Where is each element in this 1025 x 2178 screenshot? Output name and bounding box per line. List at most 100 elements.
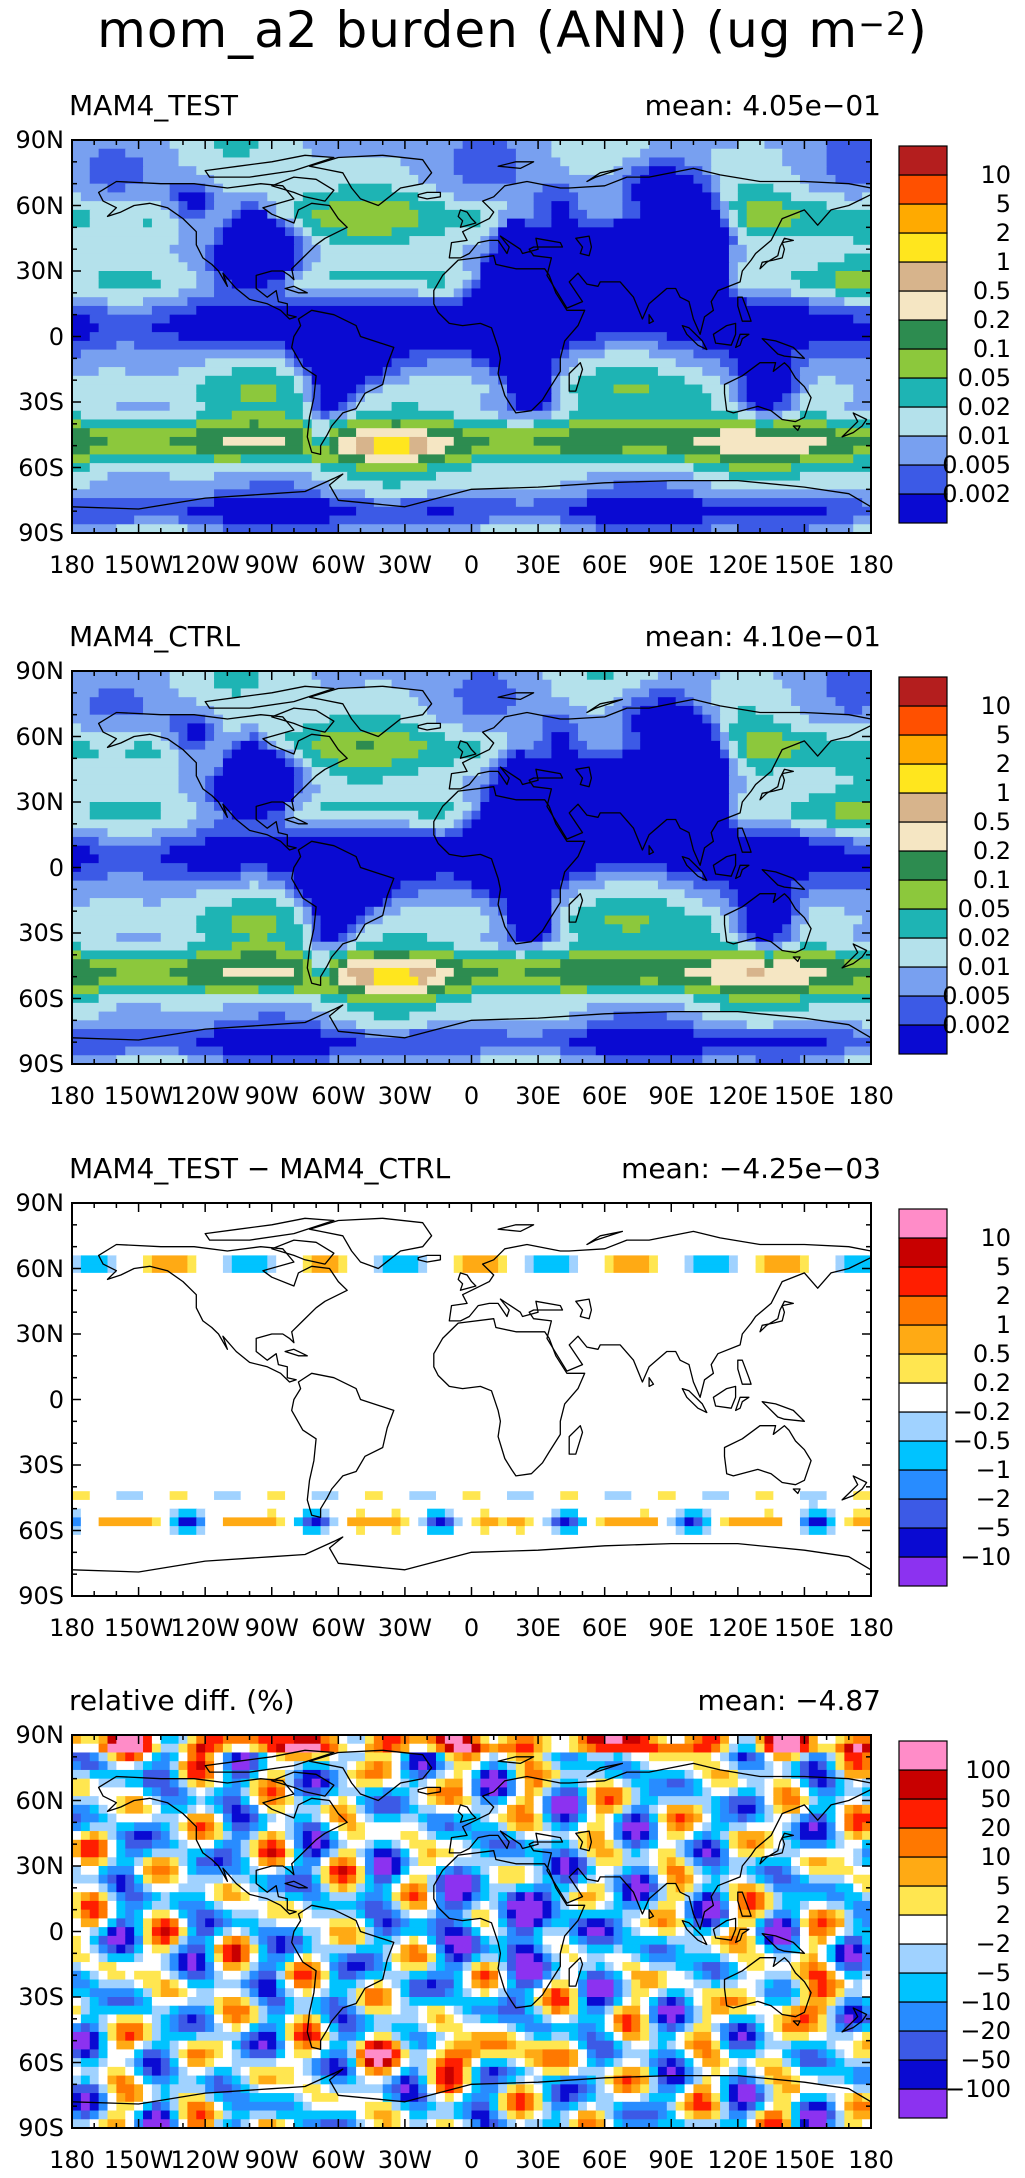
colorbar-swatch <box>899 1441 947 1470</box>
panel-mean-3: mean: −4.87 <box>697 1685 881 1717</box>
colorbar-swatch <box>899 1915 947 1944</box>
colorbar-level-label: −5 <box>976 1959 1011 1987</box>
colorbar-level-label: 5 <box>996 721 1011 749</box>
lat-tick-label: 60S <box>18 2049 64 2077</box>
colorbar-level-label: 0.01 <box>958 953 1011 981</box>
map-panel-2 <box>0 1193 1025 1646</box>
colorbar-level-label: 0.005 <box>942 451 1011 479</box>
lat-tick-label: 60S <box>18 454 64 482</box>
colorbar-swatch <box>899 1528 947 1557</box>
lat-tick-label: 30N <box>16 257 65 285</box>
colorbar-swatch <box>899 1354 947 1383</box>
figure-title-close: ) <box>907 1 928 59</box>
colorbar-level-label: −2 <box>976 1485 1011 1513</box>
colorbar-level-label: 0.002 <box>942 1011 1011 1039</box>
map-panel-3 <box>0 1725 1025 2178</box>
colorbar-swatch <box>899 407 947 436</box>
map-panel-0 <box>0 130 1025 583</box>
map-panel-1 <box>0 661 1025 1114</box>
colorbar-swatch <box>899 233 947 262</box>
colorbar-level-label: 2 <box>996 750 1011 778</box>
lon-tick-label: 180 <box>831 2146 911 2174</box>
colorbar-level-label: −100 <box>945 2075 1011 2103</box>
colorbar-swatch <box>899 436 947 465</box>
lat-tick-label: 30S <box>18 1451 64 1479</box>
figure-title: mom_a2 burden (ANN) (ug m−2) <box>0 2 1025 58</box>
panel-title-0: MAM4_TEST <box>69 90 238 122</box>
colorbar-swatch <box>899 465 947 494</box>
lon-tick-label: 180 <box>831 551 911 579</box>
colorbar-swatch <box>899 735 947 764</box>
colorbar-swatch <box>899 1886 947 1915</box>
colorbar-level-label: 5 <box>996 190 1011 218</box>
lat-tick-label: 60N <box>16 192 65 220</box>
lat-tick-label: 90N <box>16 657 65 685</box>
lat-tick-label: 0 <box>49 854 64 882</box>
colorbar-swatch <box>899 1973 947 2002</box>
colorbar-level-label: 1 <box>996 779 1011 807</box>
colorbar-level-label: −10 <box>960 1988 1011 2016</box>
contour-fill-0 <box>72 140 872 534</box>
colorbar-swatch <box>899 1741 947 1770</box>
colorbar-swatch <box>899 378 947 407</box>
colorbar-swatch <box>899 204 947 233</box>
colorbar-swatch <box>899 1770 947 1799</box>
colorbar-swatch <box>899 706 947 735</box>
colorbar-swatch <box>899 1944 947 1973</box>
colorbar-swatch <box>899 1325 947 1354</box>
colorbar-swatch <box>899 1267 947 1296</box>
colorbar-level-label: 0.5 <box>973 808 1011 836</box>
colorbar-swatch <box>899 1557 947 1586</box>
lon-tick-label: 180 <box>831 1082 911 1110</box>
lat-tick-label: 30S <box>18 919 64 947</box>
colorbar-swatch <box>899 1025 947 1054</box>
lat-tick-label: 90S <box>18 1582 64 1610</box>
colorbar-swatch <box>899 909 947 938</box>
colorbar-swatch <box>899 1799 947 1828</box>
colorbar-swatch <box>899 2002 947 2031</box>
colorbar-swatch <box>899 1209 947 1238</box>
lat-tick-label: 90N <box>16 1721 65 1749</box>
colorbar-swatch <box>899 262 947 291</box>
colorbar-level-label: 1 <box>996 248 1011 276</box>
lat-tick-label: 60N <box>16 1787 65 1815</box>
colorbar-0 <box>897 144 949 525</box>
colorbar-level-label: 0.005 <box>942 982 1011 1010</box>
colorbar-level-label: 2 <box>996 219 1011 247</box>
lat-tick-label: 90S <box>18 519 64 547</box>
colorbar-swatch <box>899 146 947 175</box>
colorbar-level-label: 5 <box>996 1253 1011 1281</box>
colorbar-2 <box>897 1207 949 1588</box>
lon-tick-label: 180 <box>831 1614 911 1642</box>
colorbar-level-label: 5 <box>996 1872 1011 1900</box>
contour-fill-2 <box>72 1203 872 1597</box>
colorbar-level-label: 1 <box>996 1311 1011 1339</box>
lat-tick-label: 60S <box>18 1517 64 1545</box>
colorbar-swatch <box>899 2060 947 2089</box>
colorbar-level-label: −0.2 <box>953 1398 1011 1426</box>
colorbar-level-label: 0.01 <box>958 422 1011 450</box>
colorbar-swatch <box>899 1238 947 1267</box>
contour-fill-1 <box>72 671 872 1065</box>
panel-mean-1: mean: 4.10e−01 <box>645 621 881 653</box>
panel-title-1: MAM4_CTRL <box>69 621 240 653</box>
colorbar-swatch <box>899 1383 947 1412</box>
lat-tick-label: 30S <box>18 1983 64 2011</box>
colorbar-level-label: −20 <box>960 2017 1011 2045</box>
figure-title-exponent: −2 <box>858 5 907 43</box>
figure-title-text: mom_a2 burden (ANN) (ug m <box>97 1 858 59</box>
colorbar-level-label: −0.5 <box>953 1427 1011 1455</box>
colorbar-swatch <box>899 175 947 204</box>
colorbar-level-label: 10 <box>980 692 1011 720</box>
lat-tick-label: 90S <box>18 2114 64 2142</box>
lat-tick-label: 30N <box>16 1852 65 1880</box>
colorbar-swatch <box>899 1857 947 1886</box>
lat-tick-label: 90N <box>16 1189 65 1217</box>
lat-tick-label: 0 <box>49 1386 64 1414</box>
lat-tick-label: 0 <box>49 1918 64 1946</box>
colorbar-level-label: 0.1 <box>973 335 1011 363</box>
colorbar-level-label: 0.05 <box>958 895 1011 923</box>
colorbar-level-label: 0.05 <box>958 364 1011 392</box>
colorbar-level-label: 2 <box>996 1901 1011 1929</box>
